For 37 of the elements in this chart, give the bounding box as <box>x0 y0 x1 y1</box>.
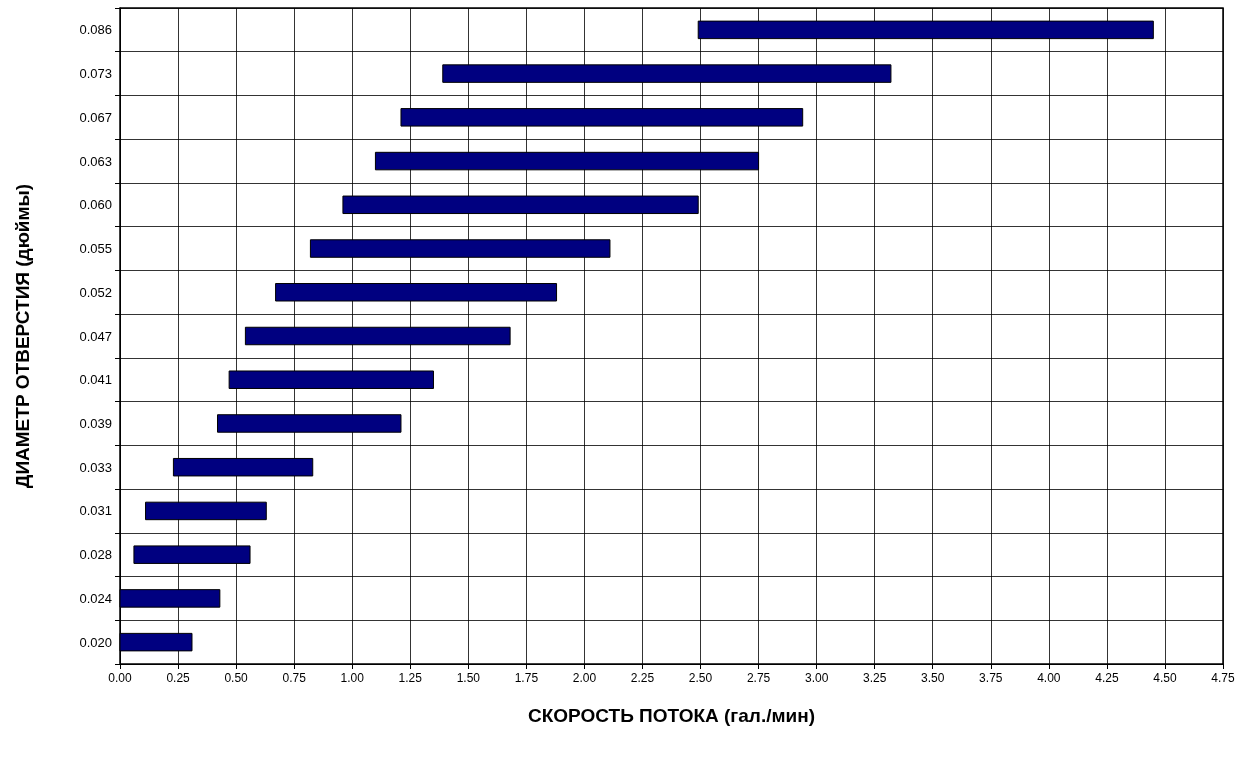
y-tick-label: 0.024 <box>79 590 112 606</box>
x-tick-label: 2.50 <box>688 671 713 685</box>
x-tick-label: 1.00 <box>340 671 365 685</box>
y-tick-label: 0.041 <box>79 372 112 388</box>
x-tick-label: 4.75 <box>1211 671 1235 685</box>
x-tick-label: 4.25 <box>1095 671 1119 685</box>
y-axis-title: ДИАМЕТР ОТВЕРСТИЯ (дюймы) <box>12 183 33 489</box>
x-tick-label: 1.25 <box>398 671 423 685</box>
y-tick-label: 0.039 <box>79 415 112 431</box>
y-tick-label: 0.067 <box>79 109 112 125</box>
y-tick-label: 0.052 <box>79 284 112 300</box>
x-tick-label: 3.50 <box>921 671 945 685</box>
y-tick-label: 0.020 <box>79 634 112 650</box>
x-tick-label: 2.75 <box>746 671 771 685</box>
x-tick-label: 0.75 <box>282 671 307 685</box>
x-tick-label: 3.75 <box>979 671 1003 685</box>
y-tick-label: 0.086 <box>79 22 112 38</box>
y-tick-label: 0.028 <box>79 547 112 563</box>
y-tick-label: 0.060 <box>79 197 112 213</box>
x-tick-label: 1.50 <box>456 671 481 685</box>
x-tick-label: 2.00 <box>572 671 597 685</box>
x-tick-label: 0.50 <box>224 671 249 685</box>
x-tick-label: 0.25 <box>166 671 191 685</box>
x-tick-label: 3.25 <box>863 671 887 685</box>
x-tick-label: 4.50 <box>1153 671 1177 685</box>
x-axis-title: СКОРОСТЬ ПОТОКА (гал./мин) <box>527 705 816 726</box>
x-tick-label: 1.75 <box>514 671 539 685</box>
x-tick-label: 3.00 <box>804 671 829 685</box>
y-tick-label: 0.055 <box>79 241 112 257</box>
y-tick-label: 0.063 <box>79 153 112 169</box>
y-tick-label: 0.033 <box>79 459 112 475</box>
y-tick-label: 0.073 <box>79 66 112 82</box>
x-tick-label: 4.00 <box>1037 671 1061 685</box>
y-tick-label: 0.047 <box>79 328 112 344</box>
x-tick-label: 2.25 <box>630 671 655 685</box>
y-tick-label: 0.031 <box>79 503 112 519</box>
x-tick-label: 0.00 <box>108 671 132 685</box>
